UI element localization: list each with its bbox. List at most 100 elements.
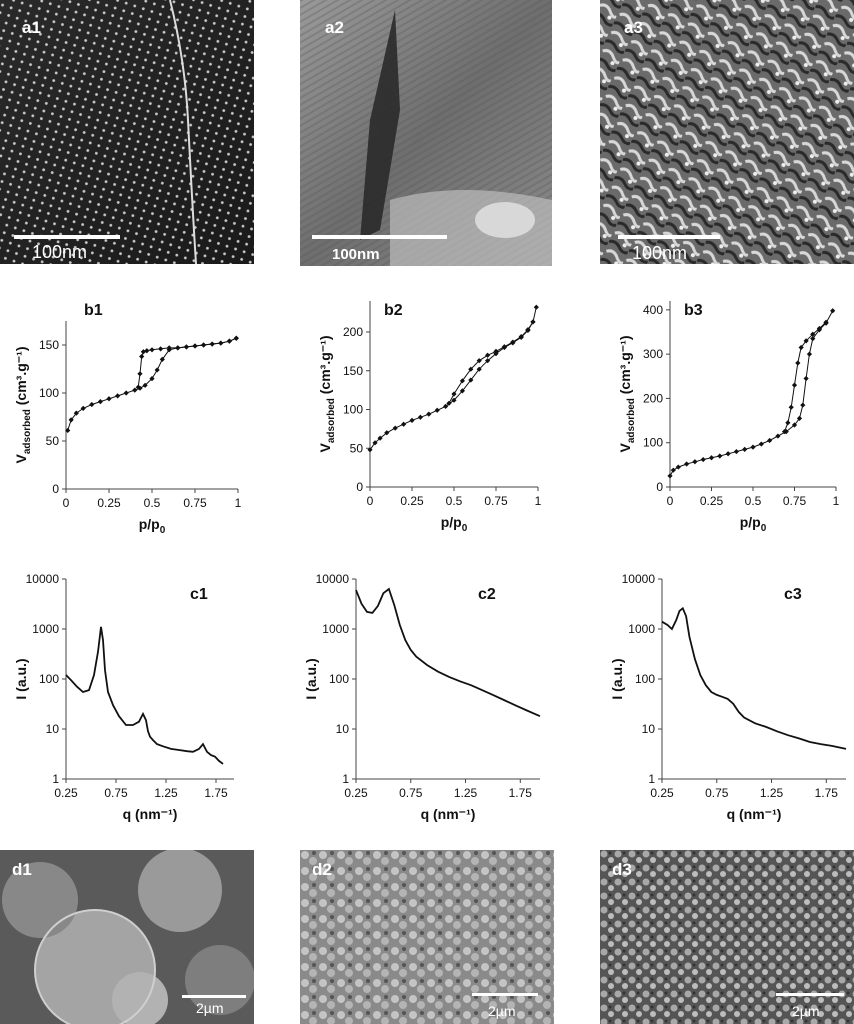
data-point	[733, 448, 739, 455]
series-line	[669, 310, 834, 477]
series-line	[784, 321, 827, 432]
x-tick-label: 0.75	[783, 494, 807, 508]
y-tick-label: 100	[635, 672, 655, 686]
y-axis-label: Vadsorbed (cm³.g⁻¹)	[317, 336, 337, 453]
data-point	[97, 399, 103, 405]
x-tick-label: 0	[367, 494, 374, 508]
data-point	[742, 446, 748, 452]
data-point	[767, 437, 773, 444]
data-point	[89, 401, 95, 408]
data-point	[201, 342, 207, 348]
series-line	[137, 337, 237, 388]
chart-b2: 0 50 100 150 200 0 0.25 0.5 0.75 1 p/p0 Vadsorbed (…	[296, 283, 560, 545]
y-tick-label: 1000	[32, 622, 59, 636]
series-line	[65, 626, 224, 765]
y-tick-label: 100	[343, 403, 363, 417]
data-point	[493, 348, 499, 354]
data-point	[384, 430, 390, 436]
x-tick-label: 0.25	[650, 786, 674, 800]
panel-label: b1	[84, 302, 103, 319]
data-point	[810, 331, 816, 337]
data-point	[132, 387, 138, 393]
data-point	[409, 417, 415, 423]
axes	[355, 579, 540, 780]
chart-c2: 1 10 100 1000 10000 0.25 0.75 1.25 1.75 q (nm⁻¹) I…	[296, 567, 560, 839]
x-tick-label: 0.75	[183, 496, 207, 510]
x-tick-label: 0	[63, 496, 70, 510]
data-point	[800, 402, 806, 408]
y-tick-label: 1000	[628, 622, 655, 636]
y-tick-label: 10	[46, 722, 60, 736]
data-point	[670, 467, 676, 473]
sem-image-d3	[600, 850, 854, 1024]
data-point	[233, 335, 239, 341]
y-tick-label: 100	[643, 436, 663, 450]
y-tick-label: 0	[656, 480, 663, 494]
label-a2: a2	[325, 18, 344, 37]
x-tick-label: 0.25	[54, 786, 78, 800]
scale-text-d2: 2µm	[488, 1003, 516, 1019]
data-point	[218, 340, 224, 346]
y-tick-label: 10000	[622, 572, 656, 586]
label-a3: a3	[624, 18, 643, 37]
y-tick-label: 1000	[322, 622, 349, 636]
chart-c3: 1 10 100 1000 10000 0.25 0.75 1.25 1.75 q (nm⁻¹) I…	[596, 567, 854, 839]
x-tick-label: 1	[235, 496, 242, 510]
scale-text-a2: 100nm	[332, 246, 380, 263]
y-tick-label: 10	[642, 722, 656, 736]
data-point	[139, 353, 145, 360]
x-tick-label: 0.25	[400, 494, 424, 508]
y-axis-label: I (a.u.)	[13, 658, 29, 699]
data-point	[675, 464, 681, 470]
scale-text-d3: 2µm	[792, 1003, 820, 1019]
y-axis-label: Vadsorbed (cm³.g⁻¹)	[617, 336, 637, 453]
data-point	[692, 459, 698, 465]
panel-label: c3	[784, 586, 802, 603]
y-tick-label: 100	[329, 672, 349, 686]
data-point	[795, 360, 801, 366]
y-tick-label: 50	[350, 441, 364, 455]
x-tick-label: 1.75	[509, 786, 533, 800]
series-line	[355, 587, 541, 718]
data-point	[803, 375, 809, 382]
data-point	[115, 393, 121, 399]
label-d2: d2	[312, 860, 332, 879]
data-point	[750, 444, 756, 450]
label-d1: d1	[12, 860, 32, 879]
data-point	[149, 347, 155, 353]
data-point	[788, 404, 794, 410]
data-point	[417, 414, 423, 420]
y-tick-label: 150	[343, 364, 363, 378]
y-tick-label: 400	[643, 303, 663, 317]
x-tick-label: 0.5	[745, 494, 762, 508]
data-point	[137, 371, 143, 377]
y-tick-label: 100	[39, 386, 59, 400]
y-tick-label: 10	[336, 722, 350, 736]
data-point	[392, 425, 398, 431]
x-tick-label: 1.75	[815, 786, 839, 800]
data-point	[175, 345, 181, 351]
y-tick-label: 100	[39, 672, 59, 686]
data-point	[209, 341, 215, 347]
x-axis-label: q (nm⁻¹)	[727, 806, 782, 822]
data-point	[123, 390, 129, 396]
x-tick-label: 0.75	[705, 786, 729, 800]
data-point	[791, 382, 798, 388]
y-axis-label: I (a.u.)	[303, 658, 319, 699]
data-point	[65, 427, 71, 434]
data-point	[367, 447, 373, 453]
x-tick-label: 0.25	[97, 496, 121, 510]
data-point	[401, 421, 407, 427]
scale-text-d1: 2µm	[196, 1000, 224, 1016]
x-tick-label: 0.75	[104, 786, 128, 800]
y-tick-label: 10000	[26, 572, 60, 586]
data-point	[451, 397, 457, 403]
y-tick-label: 1	[648, 772, 655, 786]
x-tick-label: 0.5	[144, 496, 161, 510]
tem-image-a1	[0, 0, 254, 264]
x-tick-label: 0.75	[399, 786, 423, 800]
y-tick-label: 300	[643, 347, 663, 361]
x-tick-label: 1.25	[154, 786, 178, 800]
data-point	[434, 407, 440, 413]
panel-label: b2	[384, 302, 403, 319]
